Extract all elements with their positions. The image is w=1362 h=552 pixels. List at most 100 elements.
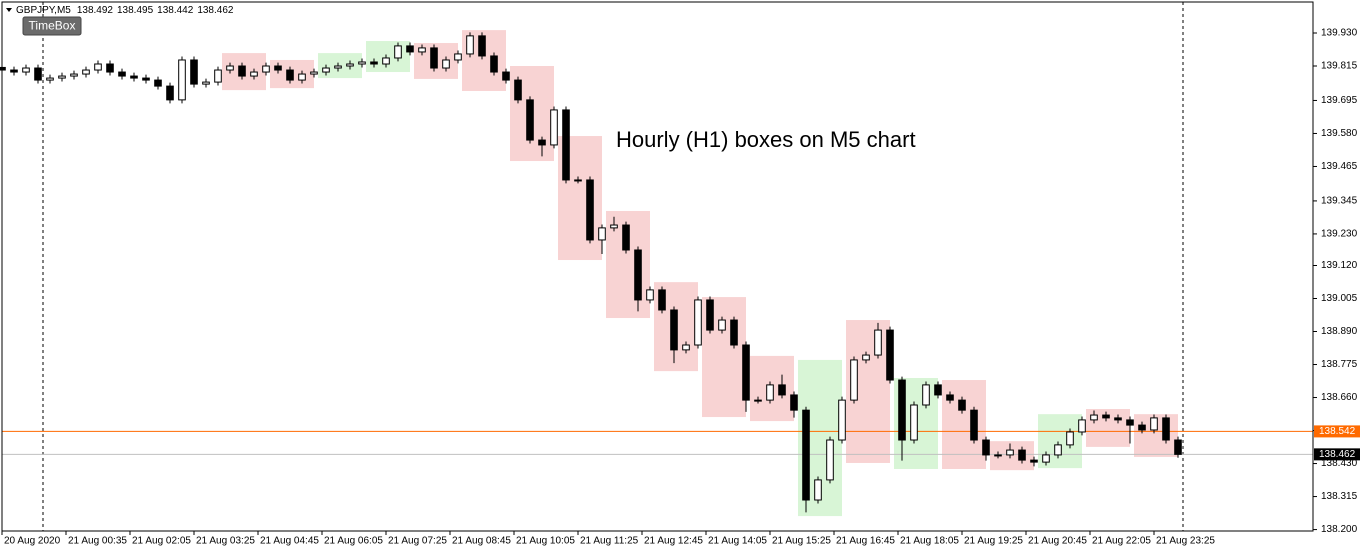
candle-body (526, 99, 534, 141)
candle-body (10, 69, 18, 73)
y-tick-label: 139.930 (1321, 28, 1358, 39)
x-tick-label: 21 Aug 02:05 (132, 536, 191, 547)
price: 138.462 (197, 5, 234, 16)
candle-body (1054, 444, 1062, 456)
candle-body (370, 61, 378, 65)
candle-body (262, 65, 270, 73)
y-tick-label: 138.200 (1321, 524, 1358, 535)
y-tick-label: 139.345 (1321, 196, 1358, 207)
menu-arrow[interactable] (6, 8, 12, 12)
candle-body (1018, 449, 1026, 461)
candle-body (154, 79, 162, 87)
candle-body (778, 384, 786, 396)
price: 138.442 (157, 5, 194, 16)
candle-body (826, 439, 834, 481)
candle-body (130, 75, 138, 79)
x-tick-label: 21 Aug 19:25 (964, 536, 1023, 547)
price-label: 138.542 (1319, 426, 1356, 437)
annotation: Hourly (H1) boxes on M5 chart (616, 127, 916, 152)
candle-body (406, 45, 414, 53)
candle-body (922, 384, 930, 406)
price-label-bg (1314, 425, 1360, 438)
symbol: GBPJPY,M5 (16, 5, 71, 16)
candle-body (274, 65, 282, 71)
candle-body (1078, 419, 1086, 433)
x-tick-label: 21 Aug 00:35 (68, 536, 127, 547)
timebox-button[interactable]: TimeBox (22, 16, 82, 36)
candle-body (946, 394, 954, 401)
y-tick-label: 139.580 (1321, 128, 1358, 139)
candle-body (238, 65, 246, 77)
x-tick-label: 21 Aug 10:05 (516, 536, 575, 547)
candle-body (322, 67, 330, 73)
candle-body (490, 55, 498, 73)
x-tick-label: 21 Aug 06:05 (324, 536, 383, 547)
candle-body (70, 73, 78, 77)
candle-body (178, 59, 186, 101)
candle-body (106, 63, 114, 73)
x-tick-label: 21 Aug 18:05 (900, 536, 959, 547)
button-label[interactable]: TimeBox (29, 19, 76, 33)
candle-body (730, 319, 738, 346)
candle-body (1030, 459, 1038, 463)
candle-body (466, 35, 474, 55)
candle-body (574, 179, 582, 182)
candle-body (310, 71, 318, 75)
candle-body (754, 399, 762, 402)
candle-body (1174, 439, 1182, 455)
candle-body (202, 81, 210, 85)
price: 138.492 (77, 5, 114, 16)
candle-body (706, 299, 714, 331)
y-tick-label: 139.120 (1321, 260, 1358, 271)
candle-body (1102, 414, 1110, 419)
candle-body (610, 224, 618, 229)
x-tick-label: 21 Aug 14:05 (708, 536, 767, 547)
candle-body (1138, 424, 1146, 431)
candle-body (118, 71, 126, 77)
candle-body (190, 59, 198, 85)
candle-body (586, 179, 594, 241)
price-label-bg (1314, 448, 1360, 461)
candle-body (454, 53, 462, 61)
y-tick-label: 139.005 (1321, 293, 1358, 304)
candle-body (514, 79, 522, 101)
x-tick-label: 21 Aug 03:25 (196, 536, 255, 547)
candle-body (1162, 417, 1170, 441)
candle-body (766, 384, 774, 401)
candle-body (1126, 419, 1134, 426)
candle-body (358, 61, 366, 65)
candle-body (94, 63, 102, 71)
candle-body (862, 354, 870, 361)
y-tick-label: 138.315 (1321, 491, 1358, 502)
y-tick-label: 139.465 (1321, 161, 1358, 172)
chart-header: GBPJPY,M5 138.492 138.495 138.442 138.462 (16, 5, 234, 16)
button-bg[interactable] (22, 16, 82, 36)
candle-body (886, 329, 894, 381)
candle-body (142, 77, 150, 81)
x-tick-label: 21 Aug 04:45 (260, 536, 319, 547)
candle-body (298, 73, 306, 81)
x-tick-label: 21 Aug 15:25 (772, 536, 831, 547)
candle-body (442, 59, 450, 69)
candle-body (166, 85, 174, 101)
candle-body (1090, 414, 1098, 421)
candle-body (742, 344, 750, 401)
hour-box (366, 41, 410, 73)
candle-body (382, 57, 390, 65)
candle-body (34, 67, 42, 81)
candle-body (1114, 417, 1122, 421)
candle-body (214, 69, 222, 83)
candle-body (898, 379, 906, 441)
candle-body (874, 329, 882, 356)
candle-body (994, 454, 1002, 457)
candle-body (982, 439, 990, 456)
y-tick-label: 139.230 (1321, 229, 1358, 240)
x-tick-label: 21 Aug 16:45 (836, 536, 895, 547)
candle-body (658, 289, 666, 311)
x-tick-label: 21 Aug 20:45 (1028, 536, 1087, 547)
candle-body (46, 77, 54, 81)
plot-frame (1, 1, 1314, 532)
candle-body (418, 47, 426, 53)
